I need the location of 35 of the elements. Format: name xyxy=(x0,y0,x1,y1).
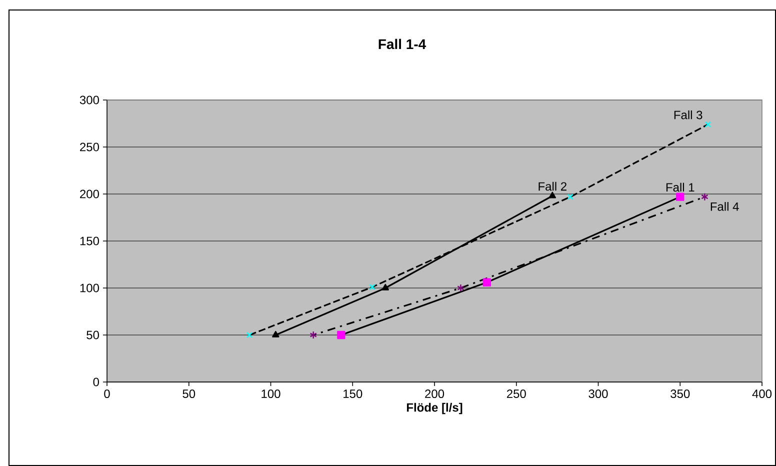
point xyxy=(310,330,317,340)
chart-title: Fall 1-4 xyxy=(378,38,426,50)
series-label: Fall 4 xyxy=(710,202,739,211)
x-axis-title: Flöde [l/s] xyxy=(406,402,462,414)
series-label: Fall 3 xyxy=(674,110,702,120)
point xyxy=(369,284,376,290)
point xyxy=(676,192,684,201)
series-label: Fall 2 xyxy=(538,182,566,191)
point xyxy=(457,284,464,292)
point xyxy=(272,330,280,338)
point xyxy=(246,332,253,338)
y-tick-label: 250 xyxy=(80,142,99,152)
point xyxy=(704,121,712,128)
x-tick-label: 400 xyxy=(752,390,772,398)
point xyxy=(567,194,574,200)
x-tick-label: 50 xyxy=(182,390,196,398)
y-tick-label: 0 xyxy=(93,378,100,386)
x-tick-label: 150 xyxy=(344,390,362,398)
y-tick-label: 200 xyxy=(80,190,99,198)
y-tick-label: 300 xyxy=(80,96,99,104)
y-tick-label: 150 xyxy=(80,236,99,246)
x-tick-label: 250 xyxy=(506,390,526,398)
point xyxy=(701,192,708,201)
point xyxy=(382,284,390,290)
x-tick-label: 100 xyxy=(262,390,280,398)
y-tick-label: 100 xyxy=(80,284,99,292)
series-label: Fall 1 xyxy=(666,182,694,192)
x-tick-label: 300 xyxy=(588,390,608,398)
point xyxy=(548,192,556,198)
point xyxy=(337,330,346,340)
x-tick-label: 350 xyxy=(670,390,690,398)
point xyxy=(482,278,492,286)
y-tick-label: 50 xyxy=(86,330,100,340)
x-tick-label: 0 xyxy=(104,390,110,398)
x-tick-label: 200 xyxy=(425,390,444,398)
